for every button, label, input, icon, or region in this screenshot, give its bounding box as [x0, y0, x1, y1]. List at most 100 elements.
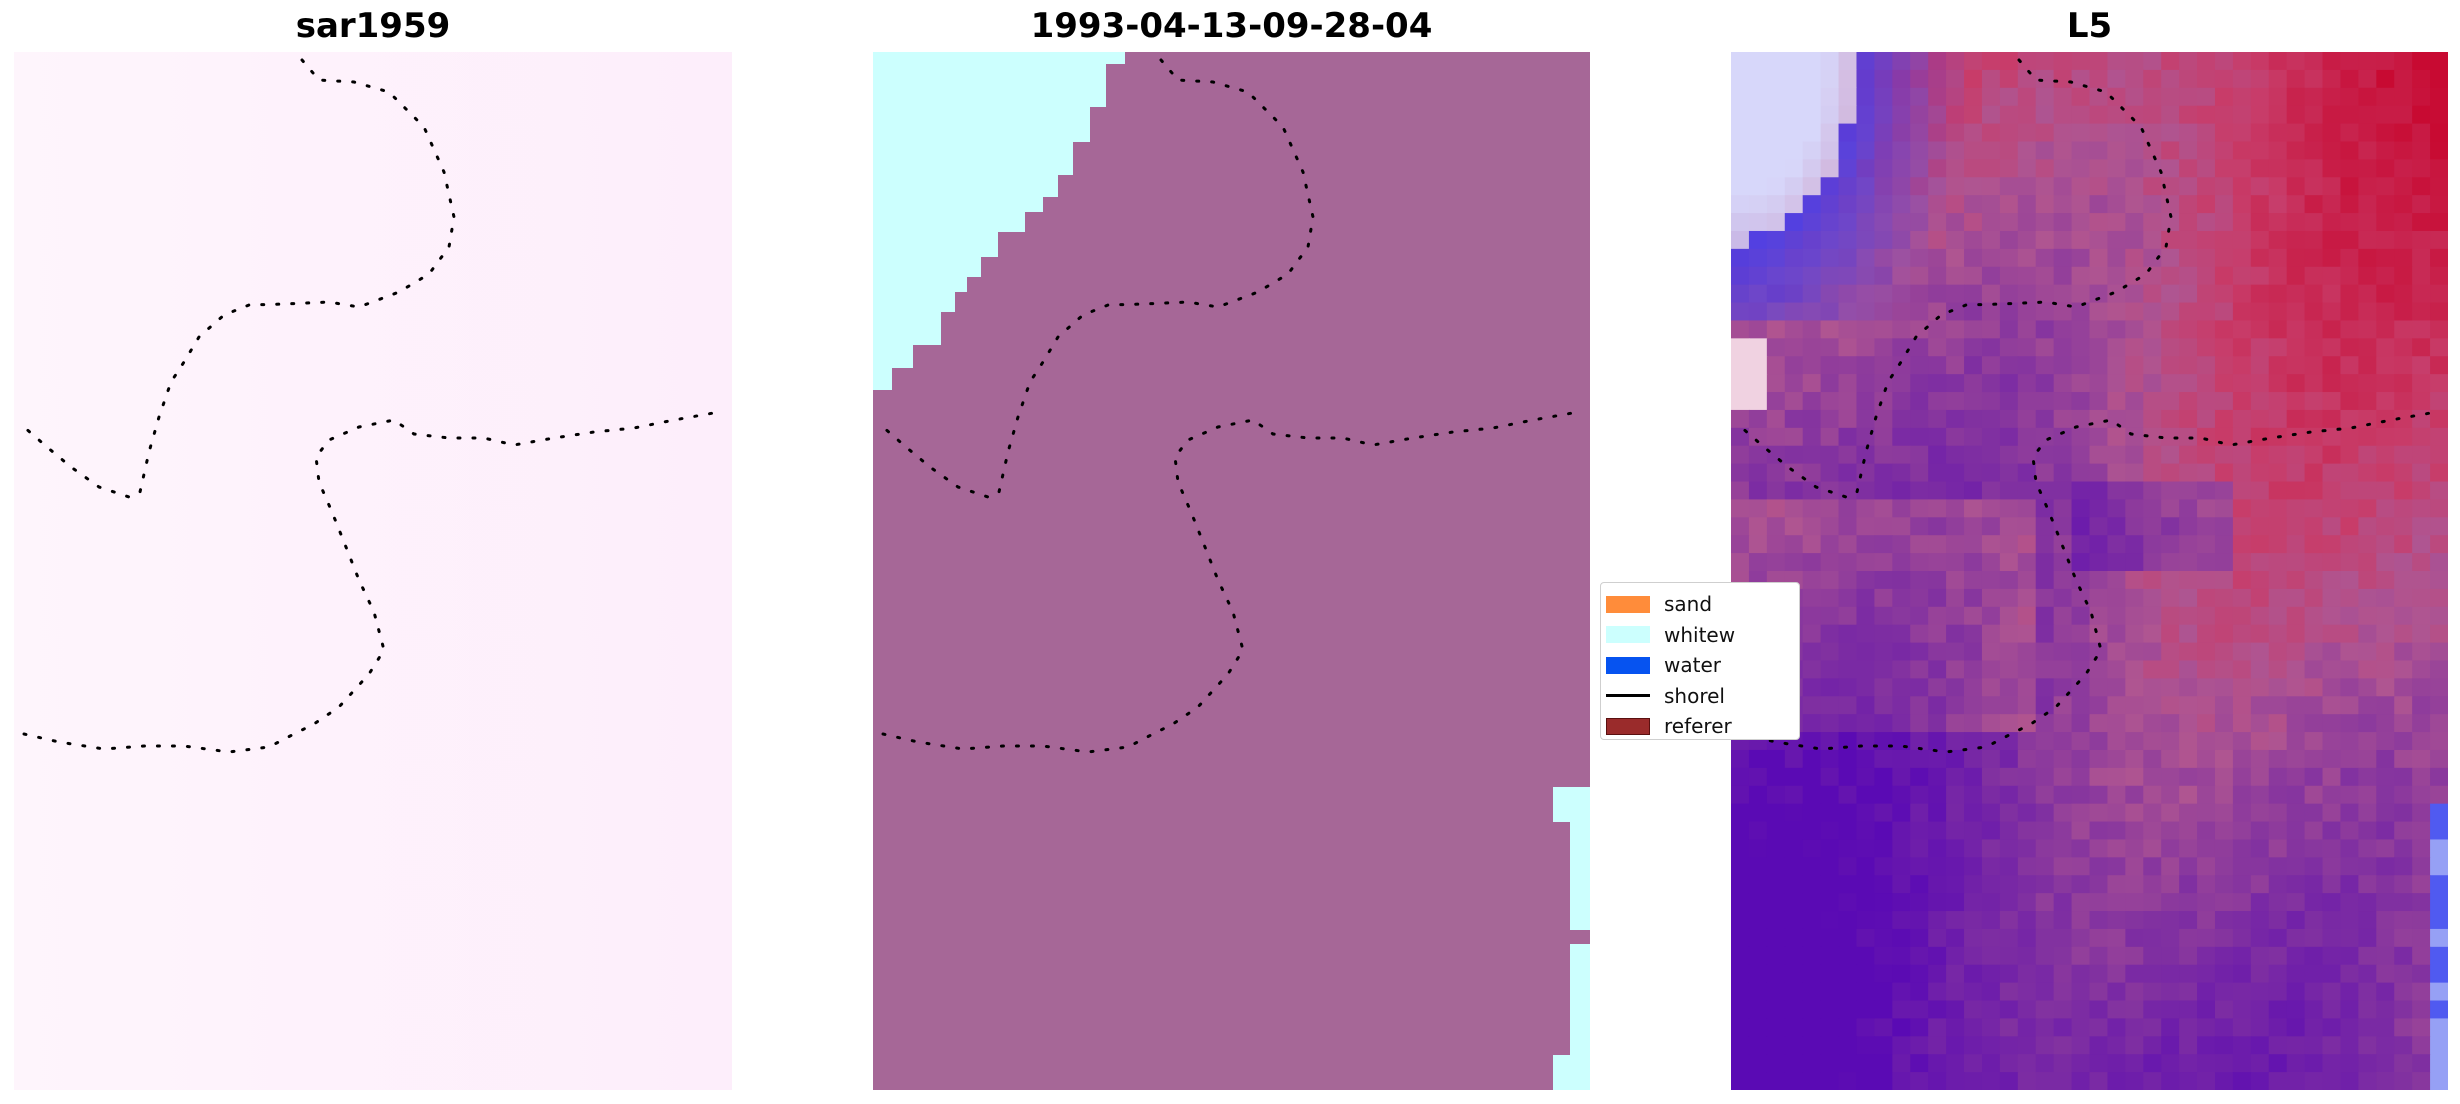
l5-pixel	[2017, 374, 2037, 393]
l5-pixel	[1874, 159, 1893, 178]
l5-pixel	[2125, 678, 2144, 697]
l5-pixel	[2214, 875, 2234, 894]
l5-pixel	[1856, 928, 1876, 948]
l5-pixel	[1964, 749, 1983, 769]
l5-pixel	[1910, 588, 1929, 608]
l5-pixel	[1802, 427, 1822, 447]
l5-pixel	[2214, 1000, 2234, 1020]
l5-pixel	[1999, 714, 2019, 733]
l5-pixel	[1802, 320, 1822, 339]
l5-pixel	[1928, 624, 1947, 644]
l5-pixel	[2430, 338, 2448, 357]
l5-pixel	[2232, 821, 2252, 841]
l5-pixel	[1820, 123, 1840, 143]
l5-pixel	[1964, 624, 1983, 644]
l5-pixel	[1892, 213, 1911, 232]
l5-pixel	[2430, 911, 2448, 930]
l5-pixel	[1856, 517, 1876, 536]
l5-pixel	[1856, 642, 1876, 662]
l5-pixel	[1874, 1036, 1893, 1055]
l5-pixel	[2250, 857, 2270, 876]
l5-pixel	[2268, 409, 2288, 429]
l5-pixel	[1748, 284, 1768, 304]
l5-pixel	[1910, 1000, 1929, 1020]
l5-pixel	[2179, 338, 2198, 357]
l5-pixel	[2035, 767, 2055, 787]
l5-pixel	[1964, 517, 1983, 536]
l5-pixel	[2376, 338, 2395, 357]
l5-pixel	[1838, 123, 1858, 143]
l5-pixel	[2286, 69, 2306, 89]
l5-pixel	[1910, 302, 1929, 322]
l5-pixel	[1784, 177, 1804, 196]
l5-pixel	[2125, 230, 2144, 250]
l5-pixel	[2161, 195, 2180, 214]
l5-pixel	[2143, 946, 2162, 966]
l5-pixel	[2017, 52, 2037, 71]
l5-pixel	[2430, 553, 2448, 572]
l5-pixel	[2286, 982, 2306, 1002]
l5-pixel	[1892, 785, 1911, 805]
l5-pixel	[1928, 660, 1947, 679]
l5-pixel	[2214, 1036, 2234, 1055]
l5-pixel	[2197, 857, 2216, 876]
l5-pixel	[2053, 642, 2073, 662]
l5-pixel	[2125, 767, 2144, 787]
l5-pixel	[1946, 481, 1965, 501]
legend-label-sand: sand	[1664, 592, 1713, 617]
l5-pixel	[2161, 535, 2180, 554]
l5-pixel	[2358, 302, 2377, 322]
l5-pixel	[2035, 445, 2055, 465]
l5-pixel	[2017, 946, 2037, 966]
l5-pixel	[1964, 302, 1983, 322]
l5-pixel	[1874, 1072, 1893, 1090]
l5-pixel	[2053, 696, 2073, 715]
l5-pixel	[2035, 785, 2055, 805]
l5-pixel	[1928, 928, 1947, 948]
l5-pixel	[2322, 767, 2342, 787]
l5-pixel	[2430, 409, 2448, 429]
l5-pixel	[2214, 320, 2234, 339]
l5-pixel	[2430, 1018, 2448, 1037]
l5-pixel	[2161, 213, 2180, 232]
l5-pixel	[1802, 767, 1822, 787]
l5-pixel	[1981, 517, 2001, 536]
shoreline-line-swatch	[1606, 694, 1650, 698]
l5-pixel	[2071, 982, 2091, 1002]
l5-pixel	[1999, 159, 2019, 178]
l5-pixel	[1856, 624, 1876, 644]
l5-pixel	[2340, 69, 2359, 89]
l5-pixel	[1748, 857, 1768, 876]
l5-pixel	[1820, 1072, 1840, 1090]
l5-pixel	[2304, 230, 2324, 250]
l5-pixel	[1892, 588, 1911, 608]
l5-pixel	[2304, 1000, 2324, 1020]
l5-pixel	[2017, 87, 2037, 107]
l5-pixel	[2358, 338, 2377, 357]
l5-pixel	[2035, 248, 2055, 268]
l5-pixel	[2322, 893, 2342, 912]
l5-pixel	[2358, 749, 2377, 769]
l5-pixel	[1946, 463, 1965, 483]
l5-pixel	[1964, 785, 1983, 805]
l5-pixel	[1928, 1054, 1947, 1073]
l5-pixel	[2376, 284, 2395, 304]
l5-pixel	[2071, 463, 2091, 483]
l5-pixel	[2232, 803, 2252, 823]
l5-pixel	[2322, 678, 2342, 697]
l5-pixel	[2107, 463, 2126, 483]
l5-pixel	[2035, 678, 2055, 697]
l5-pixel	[2017, 732, 2037, 751]
l5-pixel	[2197, 356, 2216, 375]
l5-pixel	[2340, 427, 2359, 447]
l5-pixel	[1874, 535, 1893, 554]
l5-pixel	[1784, 982, 1804, 1002]
l5-pixel	[2089, 427, 2109, 447]
l5-pixel	[2250, 767, 2270, 787]
l5-pixel	[1981, 230, 2001, 250]
l5-pixel	[1784, 392, 1804, 411]
l5-pixel	[2143, 893, 2162, 912]
l5-pixel	[1874, 606, 1893, 626]
l5-pixel	[1999, 875, 2019, 894]
l5-pixel	[2322, 374, 2342, 393]
